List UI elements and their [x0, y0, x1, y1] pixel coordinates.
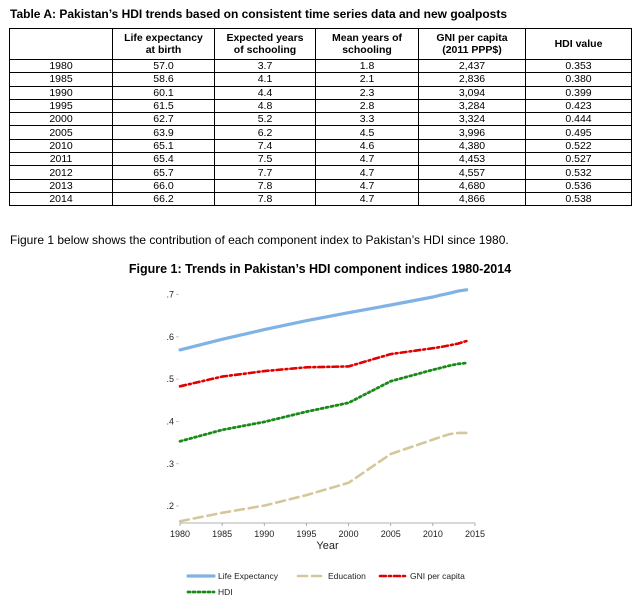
x-tick-label: 2000 — [339, 529, 359, 539]
table-cell: 2.8 — [315, 98, 419, 114]
table-header-line: schooling — [342, 44, 392, 56]
series-line-life-expectancy — [178, 288, 469, 352]
x-tick-label: 1990 — [254, 529, 274, 539]
table-cell: 4.6 — [315, 138, 419, 154]
x-tick-label: 2005 — [381, 529, 401, 539]
table-header-line: Mean years of — [331, 32, 403, 44]
table-header-1: Life expectancy at birth — [112, 28, 215, 60]
series-line-gni-per-capita — [178, 339, 468, 388]
legend-label: Life Expectancy — [218, 571, 279, 581]
y-tick-label: .5 — [166, 374, 174, 384]
table-cell: 66.2 — [112, 191, 215, 207]
table-row: 2014 66.2 7.8 4.7 4,866 0.538 — [9, 191, 632, 207]
table-cell: 0.522 — [525, 138, 632, 154]
table-cell: 0.538 — [525, 191, 632, 207]
table-row: 1995 61.5 4.8 2.8 3,284 0.423 — [9, 98, 632, 114]
table-header-line: HDI value — [554, 38, 603, 50]
x-tick-label: 1995 — [296, 529, 316, 539]
intro-text: Figure 1 below shows the contribution of… — [10, 233, 509, 247]
y-tick-label: .4 — [166, 416, 174, 426]
x-tick-label: 1980 — [170, 529, 190, 539]
table-row: 1980 57.0 3.7 1.8 2,437 0.353 — [9, 58, 632, 74]
series-line-hdi — [178, 361, 469, 443]
table-header-line: at birth — [145, 44, 182, 56]
table-header-line: Expected years — [226, 32, 304, 44]
y-tick-label: .3 — [166, 459, 174, 469]
table-cell: 2010 — [9, 138, 113, 154]
table-cell: 7.8 — [214, 191, 316, 207]
table-cell: 0.399 — [525, 85, 632, 100]
x-axis-label: Year — [316, 540, 339, 552]
table-header-line: of schooling — [233, 44, 297, 56]
table-cell: 2,437 — [418, 58, 526, 74]
table-cell: 3.7 — [214, 58, 316, 74]
table-cell: 2000 — [9, 112, 113, 127]
table-header-row: Life expectancy at birth Expected years of … — [9, 28, 632, 60]
table-cell: 58.6 — [112, 72, 215, 87]
table-title: Table A: Pakistan’s HDI trends based on … — [10, 7, 508, 21]
series-line-education — [178, 431, 468, 523]
y-tick-label: .7 — [166, 289, 174, 299]
y-tick-label: .2 — [166, 501, 174, 511]
table-cell: 4,453 — [418, 152, 526, 167]
table-cell: 4,680 — [418, 178, 526, 193]
legend-label: GNI per capita — [410, 571, 465, 581]
table-cell: 0.527 — [525, 152, 632, 167]
legend-label: HDI — [218, 587, 233, 597]
legend-label: Education — [328, 571, 366, 581]
chart-title: Figure 1: Trends in Pakistan’s HDI compo… — [128, 262, 512, 276]
table-cell: 66.0 — [112, 178, 215, 193]
table-row: 1990 60.1 4.4 2.3 3,094 0.399 — [9, 85, 632, 100]
y-tick-label: .6 — [166, 332, 174, 342]
table-header-line: Life expectancy — [124, 32, 203, 44]
table-row: 2012 65.7 7.7 4.7 4,557 0.532 — [9, 165, 632, 180]
table-cell: 2014 — [9, 191, 113, 207]
table-header-0 — [9, 28, 113, 60]
table-row: 2010 65.1 7.4 4.6 4,380 0.522 — [9, 138, 632, 154]
table-cell: 65.1 — [112, 138, 215, 154]
table-row: 2011 65.4 7.5 4.7 4,453 0.527 — [9, 152, 632, 167]
x-tick-label: 2010 — [423, 529, 443, 539]
table-header-line: (2011 PPP$) — [442, 44, 502, 56]
x-tick-label: 1985 — [212, 529, 232, 539]
x-tick-label: 2015 — [465, 529, 485, 539]
table-row: 2000 62.7 5.2 3.3 3,324 0.444 — [9, 112, 632, 127]
table-cell: 1990 — [9, 85, 113, 100]
table-header-3: Mean years of schooling — [315, 28, 419, 60]
table-header-5: HDI value — [525, 28, 632, 60]
hdi-table: Life expectancy at birth Expected years of … — [9, 28, 632, 207]
table-header-2: Expected years of schooling — [214, 28, 316, 60]
table-header-line: GNI per capita — [436, 32, 508, 44]
table-cell: 6.2 — [214, 125, 316, 140]
table-cell: 4,866 — [418, 191, 526, 207]
table-header-4: GNI per capita (2011 PPP$) — [418, 28, 526, 60]
